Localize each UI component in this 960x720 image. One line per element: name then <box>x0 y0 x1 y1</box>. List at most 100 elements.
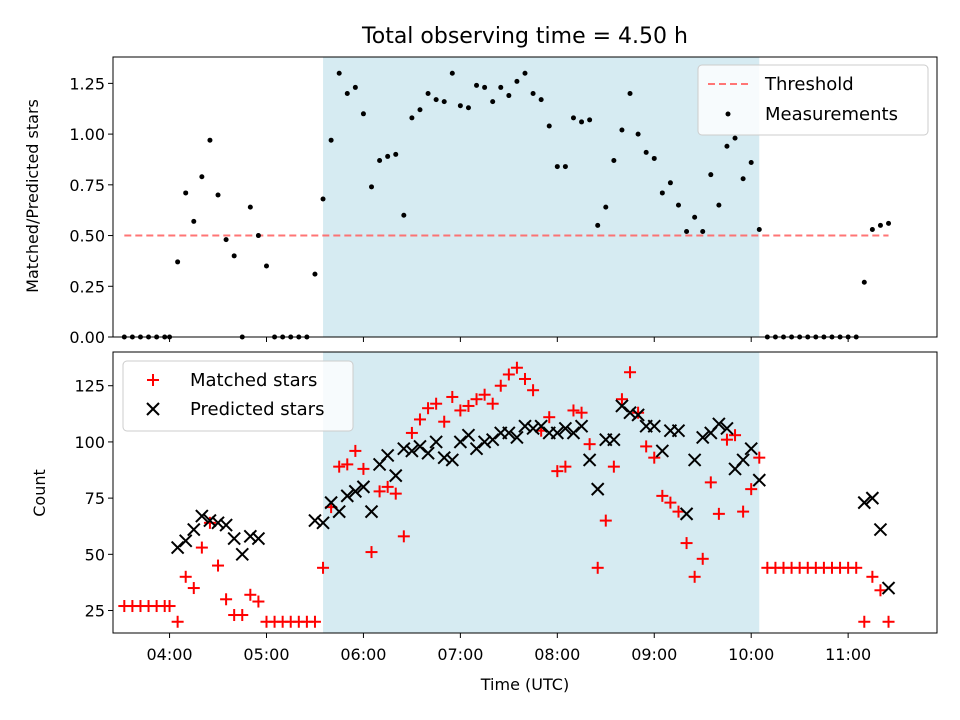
measurement-point <box>474 82 480 88</box>
measurement-point <box>263 263 269 269</box>
matched-star-point <box>729 429 742 442</box>
measurement-point <box>667 180 673 186</box>
predicted-star-point <box>389 468 403 483</box>
measurement-point <box>207 137 213 143</box>
measurement-point <box>247 204 253 210</box>
top-y-tick-label: 1.00 <box>69 125 105 144</box>
matched-star-point <box>858 615 871 628</box>
measurement-point <box>490 99 496 105</box>
predicted-star-point <box>316 516 330 530</box>
matched-star-point <box>648 451 661 464</box>
predicted-star-point <box>607 432 621 447</box>
matched-star-point <box>502 368 515 381</box>
bottom-legend: Matched stars Predicted stars <box>122 360 354 432</box>
predicted-star-point <box>510 430 524 445</box>
measurement-point <box>425 91 431 97</box>
predicted-star-point <box>308 513 322 528</box>
matched-star-point <box>510 361 523 374</box>
predicted-star-point <box>251 531 266 546</box>
matched-star-point <box>317 561 330 574</box>
matched-star-point <box>712 507 725 520</box>
matched-star-point <box>236 609 249 622</box>
matched-star-point <box>405 426 418 439</box>
predicted-star-point <box>178 534 193 548</box>
measurement-point <box>328 137 334 143</box>
matched-star-point <box>591 561 604 574</box>
predicted-star-point <box>865 491 880 505</box>
top-y-tick-label: 0.00 <box>69 328 105 347</box>
matched-star-point <box>599 514 612 527</box>
matched-star-point <box>203 516 216 529</box>
x-tick-label: 11:00 <box>825 645 871 664</box>
measurement-point <box>498 84 504 90</box>
predicted-star-point <box>881 581 896 595</box>
matched-star-point <box>575 406 588 419</box>
predicted-star-point <box>211 516 225 530</box>
measurement-point <box>538 97 544 103</box>
x-tick-label: 09:00 <box>631 645 677 664</box>
predicted-star-point <box>582 453 597 467</box>
measurement-point <box>570 115 576 121</box>
measurement-point <box>377 157 383 163</box>
measurement-point <box>344 91 350 97</box>
predicted-star-point <box>364 504 379 519</box>
measurement-point <box>603 204 609 210</box>
measurement-point <box>619 127 625 133</box>
matched-star-point <box>381 480 394 493</box>
matched-star-point <box>850 561 863 574</box>
matched-star-point <box>874 584 887 597</box>
measurement-point <box>312 271 318 277</box>
measurement-point <box>869 226 875 232</box>
matched-star-point <box>462 399 475 412</box>
measurement-point <box>675 202 681 208</box>
measurement-point <box>401 212 407 218</box>
predicted-star-point <box>405 444 419 458</box>
matched-star-point <box>195 541 208 554</box>
matched-star-point <box>220 593 233 606</box>
measurement-point <box>554 164 560 170</box>
predicted-star-point <box>526 421 540 436</box>
predicted-star-point <box>623 405 637 420</box>
predicted-star-point <box>195 509 209 523</box>
x-tick-label: 05:00 <box>243 645 289 664</box>
predicted-star-point <box>736 453 750 467</box>
measurement-point <box>417 107 423 113</box>
matched-star-point <box>486 397 499 410</box>
x-tick-label: 08:00 <box>534 645 580 664</box>
predicted-star-point <box>445 453 460 467</box>
matched-star-point <box>664 496 677 509</box>
matched-star-point <box>187 582 200 595</box>
matched-star-point <box>567 404 580 417</box>
matched-star-point <box>349 444 362 457</box>
matched-star-point <box>494 379 507 392</box>
matched-star-point <box>308 615 321 628</box>
predicted-star-point <box>203 513 217 528</box>
matched-star-point <box>333 460 346 473</box>
predicted-star-point <box>696 430 710 445</box>
matched-legend-swatch <box>147 374 159 386</box>
matched-star-point <box>244 588 257 601</box>
matched-star-point <box>212 559 225 572</box>
predicted-star-point <box>502 426 516 440</box>
measurement-point <box>522 70 528 76</box>
matched-star-point <box>422 402 435 415</box>
predicted-star-point <box>631 408 645 422</box>
measurement-point <box>627 91 633 97</box>
top-y-tick-label: 0.50 <box>69 227 105 246</box>
matched-star-point <box>551 465 564 478</box>
bottom-y-axis-label: Count <box>30 469 49 517</box>
matched-star-point <box>163 600 176 613</box>
matched-legend-label: Matched stars <box>190 370 317 391</box>
predicted-star-point <box>873 522 888 537</box>
top-y-tick-label: 0.75 <box>69 176 105 195</box>
predicted-star-point <box>720 421 734 436</box>
measurement-point <box>215 192 221 198</box>
x-tick-label: 07:00 <box>437 645 483 664</box>
matched-star-point <box>745 483 758 496</box>
bottom-axes-frame <box>112 351 938 634</box>
matched-star-point <box>583 438 596 451</box>
matched-star-point <box>753 451 766 464</box>
predicted-star-point <box>550 426 565 440</box>
predicted-star-point <box>429 435 443 449</box>
matched-star-point <box>413 413 426 426</box>
